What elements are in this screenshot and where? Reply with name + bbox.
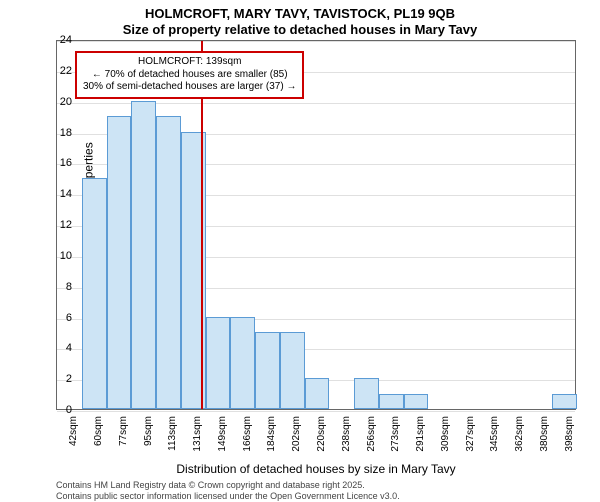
- y-tick-label: 12: [60, 219, 72, 231]
- chart-title-sub: Size of property relative to detached ho…: [0, 22, 600, 37]
- x-tick-label: 362sqm: [514, 416, 525, 456]
- x-tick-label: 60sqm: [93, 416, 104, 456]
- y-tick-label: 20: [60, 96, 72, 108]
- x-tick-label: 202sqm: [291, 416, 302, 456]
- histogram-bar: [131, 101, 156, 409]
- x-tick-label: 256sqm: [366, 416, 377, 456]
- x-tick-label: 149sqm: [217, 416, 228, 456]
- annotation-line3: 30% of semi-detached houses are larger (…: [83, 81, 296, 94]
- annotation-box: HOLMCROFT: 139sqm← 70% of detached house…: [75, 51, 304, 99]
- histogram-bar: [82, 178, 107, 409]
- histogram-bar: [305, 378, 330, 409]
- plot-area: HOLMCROFT: 139sqm← 70% of detached house…: [56, 40, 576, 410]
- y-tick-label: 14: [60, 188, 72, 200]
- y-tick-label: 24: [60, 34, 72, 46]
- histogram-bar: [379, 394, 404, 409]
- histogram-bar: [230, 317, 255, 410]
- y-tick-label: 22: [60, 65, 72, 77]
- y-tick-label: 8: [66, 281, 72, 293]
- x-tick-label: 184sqm: [266, 416, 277, 456]
- histogram-bar: [404, 394, 429, 409]
- chart-title-main: HOLMCROFT, MARY TAVY, TAVISTOCK, PL19 9Q…: [0, 6, 600, 21]
- x-tick-label: 273sqm: [390, 416, 401, 456]
- histogram-bar: [552, 394, 577, 409]
- histogram-bar: [156, 116, 181, 409]
- x-tick-label: 42sqm: [68, 416, 79, 456]
- grid-line: [57, 411, 575, 412]
- annotation-line2: ← 70% of detached houses are smaller (85…: [83, 69, 296, 82]
- x-tick-label: 309sqm: [440, 416, 451, 456]
- credits-line1: Contains HM Land Registry data © Crown c…: [56, 480, 365, 490]
- y-tick-label: 16: [60, 157, 72, 169]
- histogram-bar: [255, 332, 280, 409]
- grid-line: [57, 41, 575, 42]
- x-tick-label: 398sqm: [564, 416, 575, 456]
- x-tick-label: 220sqm: [316, 416, 327, 456]
- annotation-line1: HOLMCROFT: 139sqm: [83, 56, 296, 69]
- x-tick-label: 131sqm: [192, 416, 203, 456]
- x-tick-label: 345sqm: [489, 416, 500, 456]
- x-tick-label: 113sqm: [167, 416, 178, 456]
- x-tick-label: 238sqm: [341, 416, 352, 456]
- x-tick-label: 327sqm: [465, 416, 476, 456]
- y-tick-label: 10: [60, 250, 72, 262]
- x-tick-label: 380sqm: [539, 416, 550, 456]
- histogram-bar: [206, 317, 231, 410]
- histogram-bar: [107, 116, 132, 409]
- y-tick-label: 4: [66, 342, 72, 354]
- y-tick-label: 2: [66, 373, 72, 385]
- x-axis-label: Distribution of detached houses by size …: [56, 462, 576, 476]
- y-tick-label: 0: [66, 404, 72, 416]
- credits-line2: Contains public sector information licen…: [56, 491, 400, 501]
- x-tick-label: 95sqm: [143, 416, 154, 456]
- x-tick-label: 291sqm: [415, 416, 426, 456]
- y-tick-label: 18: [60, 127, 72, 139]
- x-tick-label: 166sqm: [242, 416, 253, 456]
- credits: Contains HM Land Registry data © Crown c…: [56, 480, 576, 502]
- x-tick-label: 77sqm: [118, 416, 129, 456]
- histogram-bar: [354, 378, 379, 409]
- y-tick-label: 6: [66, 312, 72, 324]
- histogram-bar: [280, 332, 305, 409]
